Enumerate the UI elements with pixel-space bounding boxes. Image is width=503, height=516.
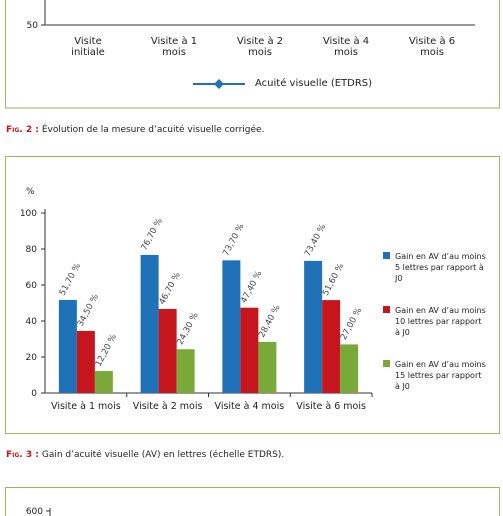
legend-label: Acuité visuelle (ETDRS) xyxy=(255,78,373,89)
x-tick-label: Visite à 6 mois xyxy=(296,401,366,412)
x-tick-label: Visite à 6 mois xyxy=(408,36,456,58)
bar xyxy=(304,260,323,393)
bar xyxy=(258,341,277,393)
legend-swatch xyxy=(383,306,390,313)
legend-swatch xyxy=(383,360,390,367)
y-tick-label: 60 xyxy=(26,281,38,291)
x-tick-label: Visite à 4 mois xyxy=(215,401,285,412)
bar xyxy=(322,300,341,393)
value-label: 51,70 % xyxy=(58,262,83,298)
value-label: 47,40 % xyxy=(239,269,264,305)
y-tick-label: 80 xyxy=(26,245,38,255)
value-label: 46,70 % xyxy=(157,271,182,307)
value-label: 27,00 % xyxy=(339,306,364,342)
x-tick-label: Visite à 1 mois xyxy=(150,36,198,58)
value-label: 73,40 % xyxy=(303,223,328,259)
value-label: 28,40 % xyxy=(257,304,282,340)
caption: Fig. 2 : Évolution de la mesure d’acuité … xyxy=(6,125,264,135)
value-label: 24,30 % xyxy=(175,311,200,347)
value-label: 12,20 % xyxy=(94,333,119,369)
caption-text: Gain d’acuité visuelle (AV) en lettres (… xyxy=(41,450,285,460)
bar xyxy=(58,299,77,393)
caption-label: Fig. 2 : xyxy=(6,125,39,135)
caption-text: Évolution de la mesure d’acuité visuelle… xyxy=(41,125,265,135)
value-label: 51,60 % xyxy=(321,262,346,298)
y-tick-label: 40 xyxy=(26,317,38,327)
y-axis-label: % xyxy=(26,187,35,197)
caption-label: Fig. 3 : xyxy=(6,450,39,460)
y-tick-label: 100 xyxy=(20,209,37,219)
figure-frame xyxy=(5,487,500,516)
bar xyxy=(76,330,95,393)
bar xyxy=(94,371,113,393)
x-tick-label: Visite initiale xyxy=(71,36,105,58)
figure-frame xyxy=(5,0,500,109)
bar xyxy=(140,254,159,393)
y-tick-label: 50 xyxy=(27,21,39,31)
caption: Fig. 3 : Gain d’acuité visuelle (AV) en l… xyxy=(6,450,284,460)
value-label: 73,70 % xyxy=(221,222,246,258)
x-tick-label: Visite à 2 mois xyxy=(133,401,203,412)
legend-label: Gain en AV d’au moins 15 lettres par rap… xyxy=(395,360,486,391)
x-tick-label: Visite à 1 mois xyxy=(51,401,121,412)
y-tick-label: 600 xyxy=(26,507,43,516)
bar xyxy=(222,260,241,393)
bar xyxy=(340,344,359,393)
x-tick-label: Visite à 2 mois xyxy=(236,36,284,58)
legend-marker xyxy=(214,79,224,89)
y-tick-label: 0 xyxy=(31,389,37,399)
x-tick-label: Visite à 4 mois xyxy=(322,36,370,58)
value-label: 76,70 % xyxy=(139,217,164,253)
bar xyxy=(176,349,195,393)
bar xyxy=(240,307,259,393)
figure-frame xyxy=(5,156,500,434)
legend-swatch xyxy=(383,252,390,259)
legend-label: Gain en AV d’au moins 5 lettres par rapp… xyxy=(395,252,486,283)
y-tick-label: 20 xyxy=(26,353,38,363)
bar xyxy=(158,308,177,393)
value-label: 34,50 % xyxy=(76,293,101,329)
legend-label: Gain en AV d’au moins 10 lettres par rap… xyxy=(395,306,486,337)
